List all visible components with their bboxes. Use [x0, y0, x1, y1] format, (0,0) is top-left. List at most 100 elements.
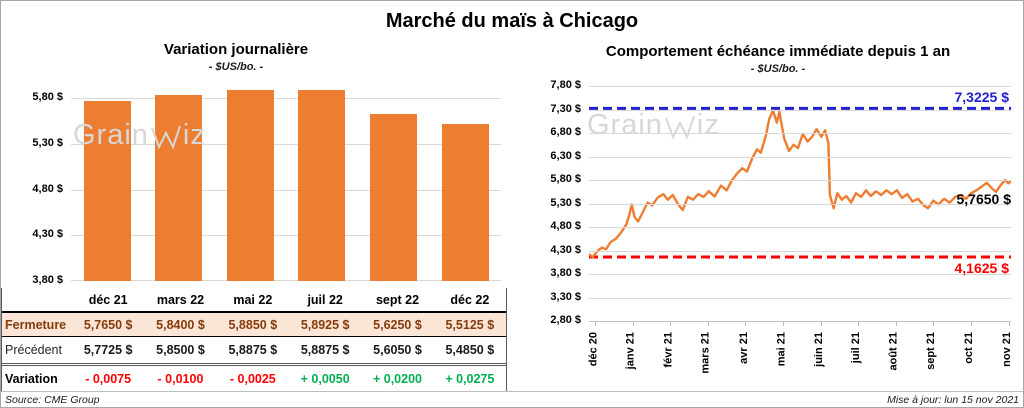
- table-cell: 5,6050 $: [373, 343, 422, 357]
- bar-chart-plot-area: [71, 89, 501, 281]
- gridline: [589, 227, 1011, 228]
- table-cell: 5,8850 $: [228, 317, 278, 332]
- column-header: sept 22: [375, 292, 420, 307]
- table-cell: 5,8875 $: [228, 343, 278, 357]
- x-axis-label: janv 21: [624, 332, 637, 370]
- x-axis-label: sept 21: [925, 332, 938, 370]
- y-axis-label: 4,80 $: [32, 182, 63, 195]
- gridline: [71, 143, 501, 145]
- table-cell: - 0,0100: [157, 371, 204, 386]
- line-chart-plot-area: [587, 86, 1013, 322]
- table-cell: 5,8925 $: [300, 317, 350, 332]
- bar: [226, 90, 274, 281]
- x-axis-label: août 21: [887, 332, 900, 371]
- bar: [441, 124, 489, 281]
- table-cell: 5,8500 $: [156, 343, 205, 357]
- gridline: [71, 189, 501, 191]
- axis-tick: [1008, 321, 1010, 326]
- y-axis-label: 5,30 $: [32, 136, 63, 149]
- axis-tick: [783, 321, 784, 326]
- y-axis-label: 3,80 $: [550, 267, 581, 279]
- y-axis-label: 4,30 $: [550, 243, 581, 256]
- page-title: Marché du maïs à Chicago: [385, 10, 639, 32]
- column-header: déc 21: [88, 292, 128, 307]
- line-chart-subtitle: - $US/bo. -: [750, 63, 806, 75]
- bar: [155, 94, 203, 281]
- row-label: Variation: [5, 371, 58, 386]
- y-axis-label: 6,80 $: [550, 126, 581, 138]
- table-cell: 5,5125 $: [445, 317, 495, 332]
- x-axis-label: mars 21: [699, 332, 712, 374]
- gridline: [589, 203, 1011, 205]
- x-axis-label: févr 21: [662, 332, 675, 368]
- table-cell: 5,7650 $: [83, 317, 133, 332]
- line-chart-title: Comportement échéance immédiate depuis 1…: [605, 43, 951, 60]
- gridline: [589, 180, 1011, 181]
- source-note: Source: CME Group: [5, 394, 100, 406]
- x-axis-label: juin 21: [812, 332, 825, 367]
- axis-tick: [632, 321, 634, 326]
- table-cell: + 0,0050: [300, 371, 350, 386]
- gridline: [589, 250, 1011, 252]
- y-axis-label: 7,80 $: [550, 79, 581, 91]
- row-label: Fermeture: [5, 317, 67, 332]
- axis-tick: [707, 321, 709, 326]
- column-header: déc 22: [450, 292, 490, 307]
- axis-tick: [820, 321, 822, 326]
- bar: [298, 89, 346, 281]
- table-row-variation: Variation - 0,0075 - 0,0100 - 0,0025 + 0,005…: [2, 366, 506, 391]
- gridline: [589, 274, 1011, 275]
- y-axis-label: 4,30 $: [32, 228, 63, 241]
- axis-tick: [670, 321, 672, 326]
- table-cell: - 0,0075: [85, 371, 132, 386]
- table-cell: 5,6250 $: [373, 317, 422, 332]
- table-row-fermeture: Fermeture 5,7650 $ 5,8400 $ 5,8850 $ 5,8925 …: [2, 313, 506, 337]
- table-cell: + 0,0200: [372, 371, 422, 386]
- axis-tick: [895, 321, 897, 326]
- y-axis-label: 5,30 $: [550, 196, 581, 209]
- table-cell: + 0,0275: [445, 371, 495, 386]
- y-axis-label: 4,80 $: [550, 220, 581, 232]
- y-axis-label: 7,30 $: [550, 102, 581, 115]
- footer-bar: Source: CME Group Mise à jour: lun 15 no…: [1, 391, 1023, 407]
- x-axis-label: déc 20: [587, 332, 599, 367]
- gridline: [589, 109, 1011, 111]
- gridline: [71, 235, 501, 237]
- y-axis-label: 5,80 $: [32, 91, 63, 104]
- table-cell: 5,4850 $: [445, 343, 495, 357]
- y-axis-label: 5,80 $: [550, 173, 581, 185]
- column-header: mars 22: [156, 292, 205, 307]
- axis-tick: [745, 321, 747, 326]
- y-axis-label: 6,30 $: [550, 149, 581, 162]
- table-cell: - 0,0025: [229, 371, 276, 386]
- x-axis-label: juil 21: [850, 332, 863, 364]
- y-axis-label: 3,30 $: [550, 290, 581, 303]
- gridline: [589, 156, 1011, 158]
- bar-chart-title: Variation journalière: [163, 41, 309, 58]
- gridline: [71, 98, 501, 100]
- table-cell: 5,8875 $: [300, 343, 350, 357]
- gridline: [589, 133, 1011, 134]
- resistance-value-label: 7,3225 $: [954, 89, 1010, 105]
- column-header: juil 22: [307, 292, 343, 307]
- table-cell: 5,8400 $: [156, 317, 205, 332]
- row-label: Précédent: [5, 343, 62, 357]
- gridline: [589, 86, 1011, 87]
- last-price-label: 5,7650 $: [956, 191, 1012, 207]
- x-axis-label: mai 21: [775, 332, 787, 367]
- table-corner-cell: [2, 288, 72, 311]
- x-axis-label: oct 21: [963, 332, 975, 364]
- bar-chart-subtitle: - $US/bo. -: [208, 61, 264, 73]
- axis-tick: [595, 321, 596, 326]
- column-header: mai 22: [233, 292, 273, 307]
- gridline: [71, 280, 501, 281]
- y-axis-label: 3,80 $: [32, 274, 63, 286]
- gridline: [589, 297, 1011, 299]
- prices-table: déc 21 mars 22 mai 22 juil 22 sept 22 déc 22 F…: [1, 288, 507, 391]
- axis-tick: [971, 321, 972, 326]
- axis-tick: [933, 321, 935, 326]
- x-axis-label: avr 21: [737, 332, 750, 364]
- x-axis-label: nov 21: [1000, 332, 1013, 367]
- table-header-row: déc 21 mars 22 mai 22 juil 22 sept 22 déc 22: [2, 288, 506, 313]
